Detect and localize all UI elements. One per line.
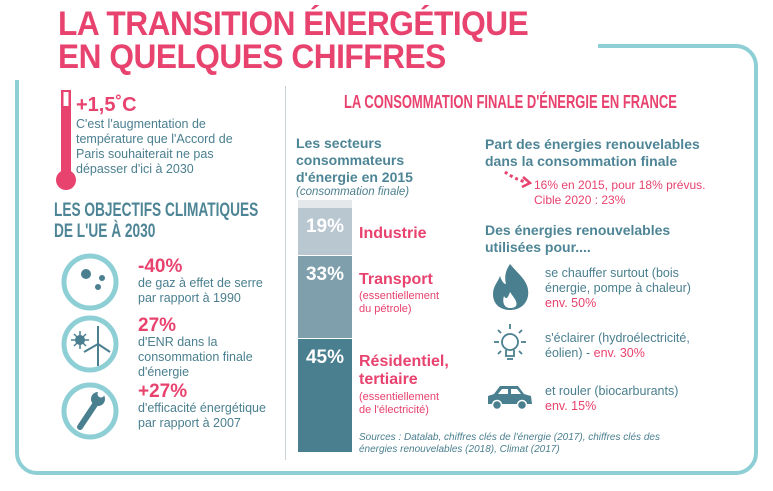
use-text: se chauffer surtout (bois énergie, pompe…	[545, 266, 691, 295]
category-note: (essentiellement du pétrole)	[359, 290, 440, 315]
objective-value: +27%	[138, 381, 188, 402]
objective-text: d'ENR dans la consommation finale d'éner…	[138, 335, 253, 379]
molecules-icon	[61, 253, 119, 311]
objective-value: 27%	[138, 315, 177, 336]
objectives-heading-line2: DE L'UE À 2030	[54, 221, 156, 242]
lightbulb-icon	[494, 324, 526, 360]
sources: Sources : Datalab, chiffres clés de l'én…	[359, 432, 660, 455]
sectors-title: Les secteurs consommateurs d'énergie en …	[296, 135, 413, 185]
share-text: 16% en 2015, pour 18% prévus. Cible 2020…	[534, 178, 706, 207]
category-label: Résidentiel, tertiaire	[359, 353, 449, 388]
objectives-heading: LES OBJECTIFS CLIMATIQUES DE L'UE À 2030	[54, 200, 258, 242]
bar-label: 19%	[305, 215, 345, 237]
use-item-heat: se chauffer surtout (bois énergie, pompe…	[545, 266, 720, 311]
category-label: Transport	[359, 271, 433, 288]
objective-item	[58, 252, 128, 317]
bar-segment-transport: 33%	[298, 255, 352, 339]
bar-label: 45%	[305, 347, 345, 369]
objective-item	[58, 381, 128, 446]
stacked-bar-chart: 19% 33% 45%	[298, 200, 352, 453]
category-label: Industrie	[359, 225, 427, 242]
objective-text: de gaz à effet de serre par rapport à 19…	[138, 276, 263, 305]
category-note: (essentiellement de l'électricité)	[359, 391, 440, 416]
title-line-1: LA TRANSITION ÉNERGÉTIQUE	[58, 5, 529, 43]
wrench-icon	[61, 382, 119, 440]
bar-segment-remainder	[298, 200, 352, 208]
use-text: s'éclairer (hydroélectricité, éolien) -	[545, 331, 690, 360]
objective-item	[58, 314, 128, 379]
bar-segment-residentiel: 45%	[298, 339, 352, 452]
use-text: et rouler (biocarburants)	[545, 384, 679, 398]
temperature-text: C'est l'augmentation de température que …	[76, 117, 233, 176]
objective-value: -40%	[138, 256, 183, 277]
sectors-subtitle: (consommation finale)	[296, 186, 410, 198]
share-title: Part des énergies renouvelables dans la …	[485, 136, 700, 169]
bar-label: 33%	[305, 263, 345, 285]
title-line-2: EN QUELQUES CHIFFRES	[58, 38, 446, 76]
thermometer-icon	[56, 90, 76, 190]
divider	[285, 86, 286, 460]
objectives-heading-line1: LES OBJECTIFS CLIMATIQUES	[54, 200, 259, 221]
use-item-light: s'éclairer (hydroélectricité, éolien) - …	[545, 331, 720, 361]
temperature-value: +1,5˚C	[76, 94, 137, 116]
objective-text: d'efficacité énergétique par rapport à 2…	[138, 401, 266, 430]
dotted-arrow-icon	[504, 170, 533, 189]
flame-icon	[493, 264, 529, 310]
consumption-heading: LA CONSOMMATION FINALE D'ÉNERGIE EN FRAN…	[344, 92, 677, 112]
bar-segment-industrie: 19%	[298, 207, 352, 255]
sun-wind-turbine-icon	[61, 315, 119, 373]
page-title: LA TRANSITION ÉNERGÉTIQUE EN QUELQUES CH…	[58, 5, 529, 76]
use-value: env. 50%	[545, 296, 597, 310]
title-background	[8, 0, 598, 80]
car-icon	[488, 386, 532, 411]
use-value: env. 30%	[593, 346, 645, 360]
use-value: env. 15%	[545, 399, 597, 413]
use-item-drive: et rouler (biocarburants) env. 15%	[545, 384, 720, 414]
uses-title: Des énergies renouvelables utilisées pou…	[485, 222, 671, 255]
